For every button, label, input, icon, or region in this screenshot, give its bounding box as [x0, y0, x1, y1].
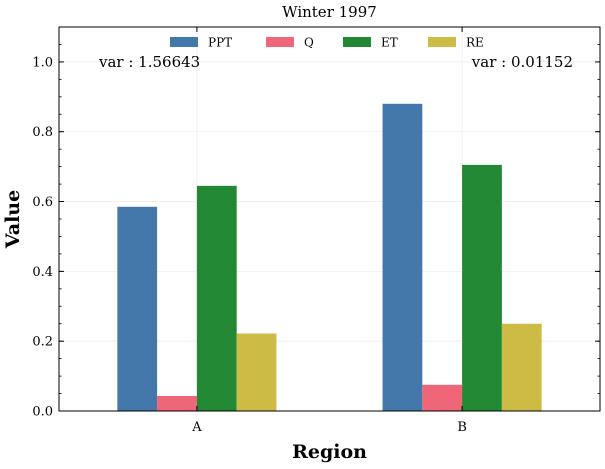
legend-label-et: ET: [381, 36, 398, 50]
y-tick-label: 0.4: [32, 265, 53, 280]
bar-et-b: [462, 164, 502, 411]
x-tick-label: B: [457, 420, 467, 435]
legend-swatch-q: [266, 37, 294, 47]
bar-ppt-b: [382, 103, 423, 412]
y-axis-label: Value: [2, 190, 24, 249]
variance-annotation-right: var : 0.01152: [471, 53, 573, 71]
y-tick-label: 0.8: [32, 125, 53, 140]
legend-label-re: RE: [466, 36, 484, 50]
bar-re-b: [501, 323, 542, 411]
y-tick-label: 0.6: [32, 195, 53, 210]
chart-title: Winter 1997: [282, 3, 377, 21]
y-tick-label: 1.0: [32, 55, 53, 70]
x-tick-label: A: [191, 420, 202, 435]
legend-swatch-et: [343, 37, 371, 47]
variance-annotation-left: var : 1.56643: [98, 53, 200, 71]
legend-swatch-ppt: [170, 37, 198, 47]
bar-q-b: [422, 384, 463, 411]
y-tick-label: 0.2: [32, 335, 53, 350]
axis-ticks: 0.0 0.2 0.4 0.6 0.8 1.0 A B: [32, 26, 600, 435]
legend-swatch-re: [428, 37, 456, 47]
bar-ppt-a: [117, 206, 158, 411]
bars: [117, 103, 542, 412]
bar-q-a: [157, 395, 197, 411]
y-tick-label: 0.0: [32, 405, 53, 420]
bar-re-a: [236, 333, 277, 411]
legend-label-ppt: PPT: [208, 36, 232, 50]
legend-label-q: Q: [304, 36, 314, 50]
legend: PPT Q ET RE: [170, 36, 484, 50]
bar-et-a: [196, 185, 237, 411]
x-axis-label: Region: [292, 441, 367, 463]
